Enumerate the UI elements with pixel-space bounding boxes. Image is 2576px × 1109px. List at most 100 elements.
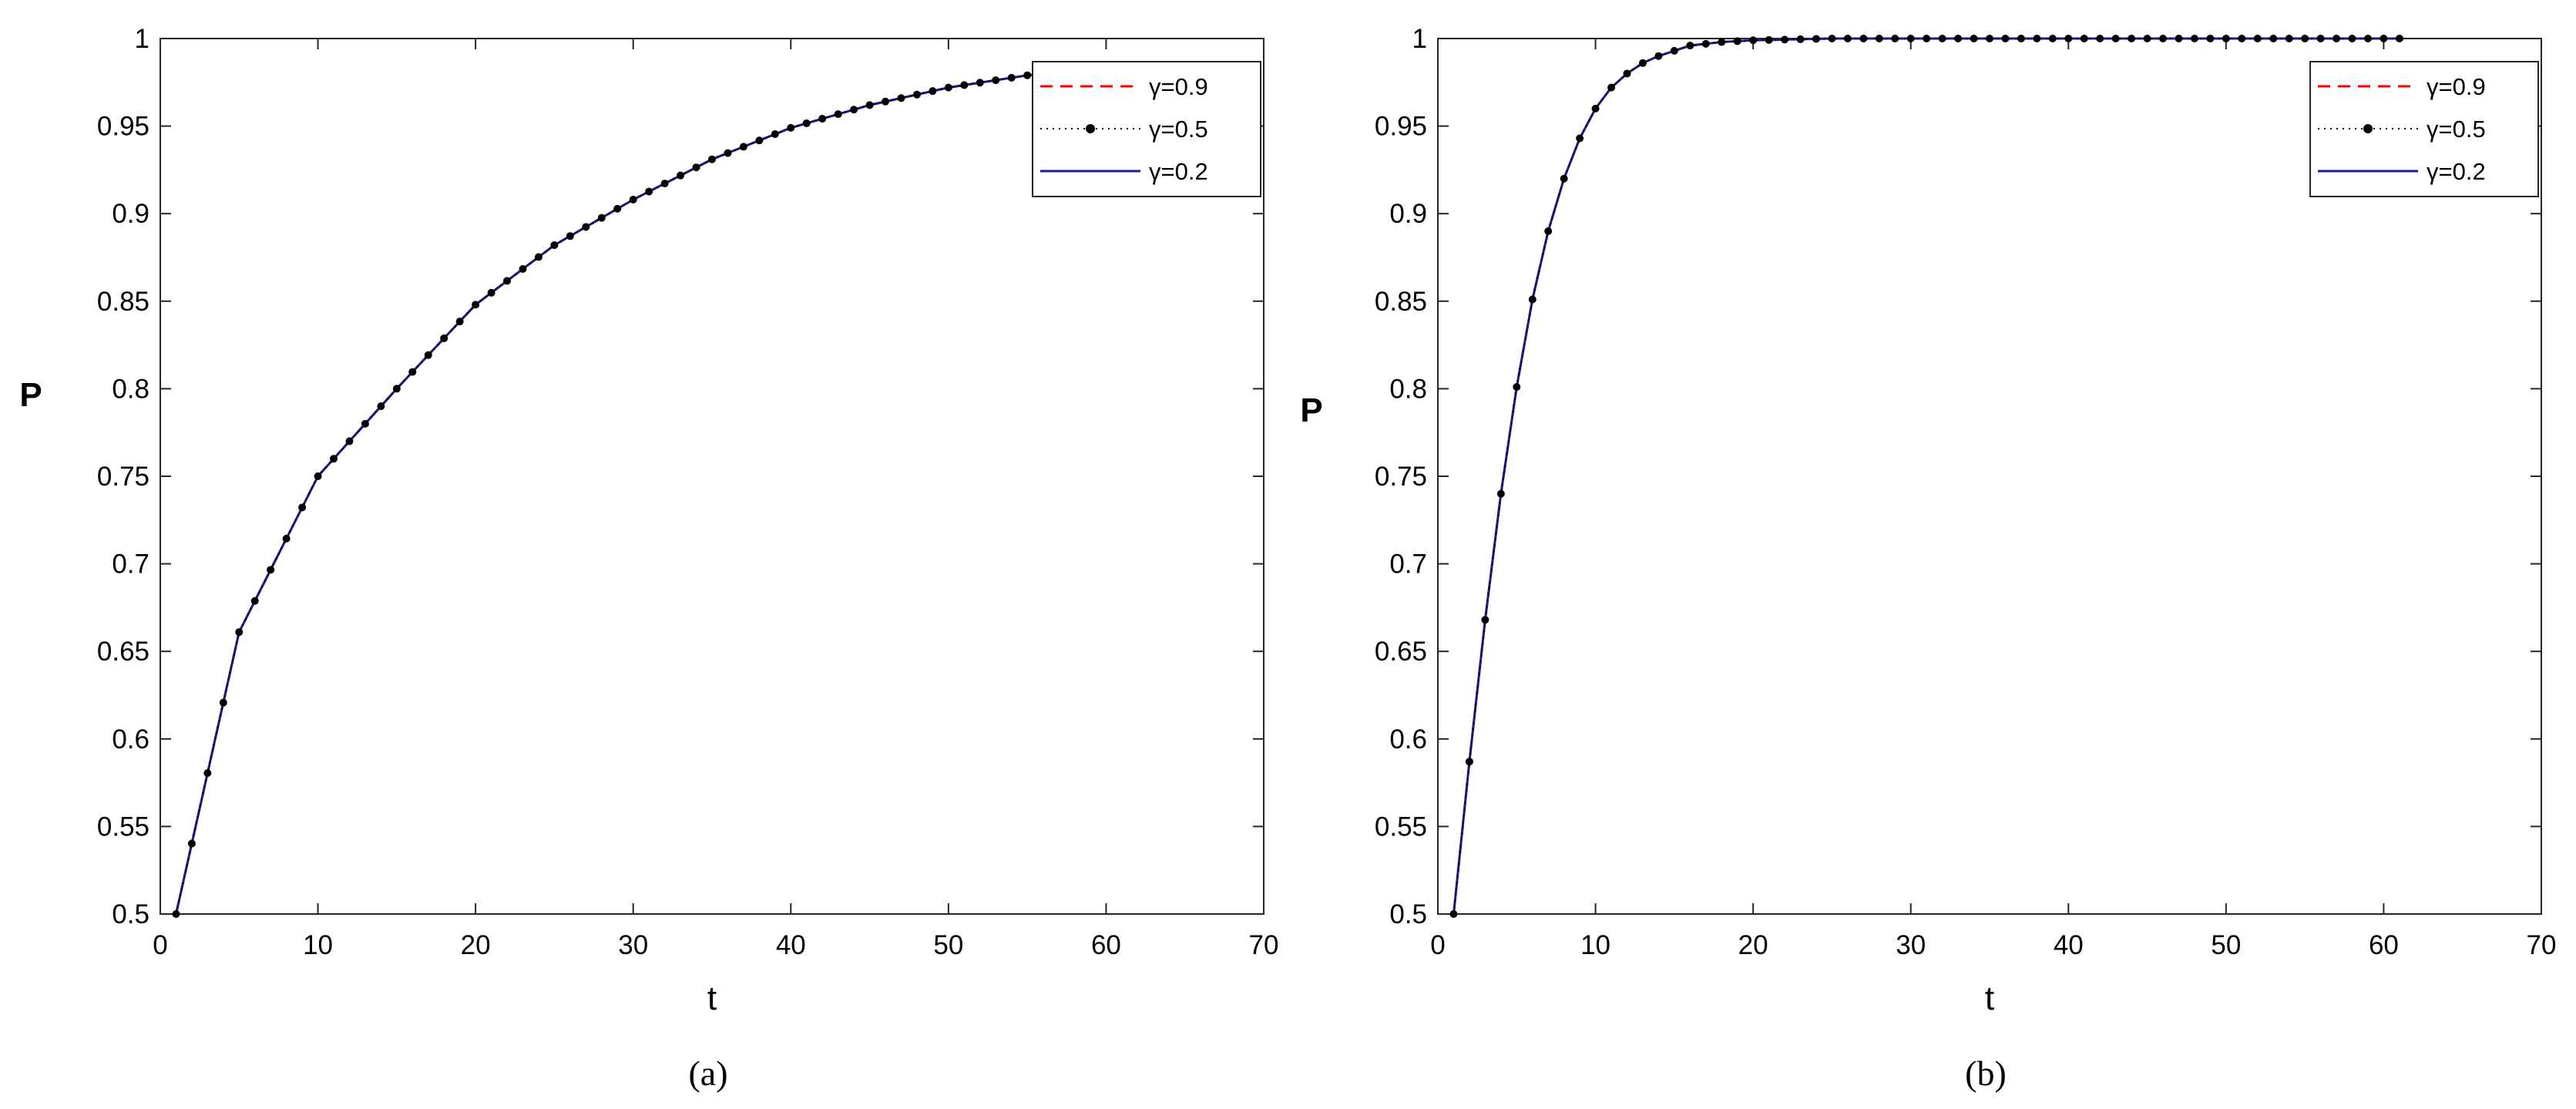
series-marker-gamma-0.5 bbox=[850, 106, 858, 114]
series-marker-gamma-0.5 bbox=[2096, 35, 2104, 42]
y-tick-label: 0.7 bbox=[1389, 549, 1427, 580]
y-tick-label: 0.7 bbox=[112, 549, 149, 580]
series-marker-gamma-0.5 bbox=[566, 232, 574, 240]
series-marker-gamma-0.5 bbox=[992, 76, 1000, 85]
chart-panel-a: 0 10 20 30 40 50 60 70 0.5 0.55 0.6 0.65 0.7 0.75 0.8 0… bbox=[19, 24, 1278, 1093]
series-marker-gamma-0.5 bbox=[708, 155, 716, 163]
series-marker-gamma-0.5 bbox=[960, 81, 969, 89]
legend-marker-gamma-0.5 bbox=[2363, 124, 2373, 133]
series-marker-gamma-0.5 bbox=[2348, 35, 2356, 42]
chart-panel-b: 0 10 20 30 40 50 60 70 0.5 0.55 0.6 0.65 0.7 0.75 0.8 0… bbox=[1300, 24, 2556, 1093]
series-marker-gamma-0.5 bbox=[408, 368, 417, 376]
series-marker-gamma-0.5 bbox=[250, 597, 259, 605]
x-tick-label: 50 bbox=[933, 930, 963, 960]
series-marker-gamma-0.5 bbox=[802, 119, 811, 127]
legend-marker-gamma-0.5 bbox=[1086, 124, 1095, 133]
series-marker-gamma-0.5 bbox=[1765, 35, 1773, 44]
y-axis-label: P bbox=[19, 376, 42, 414]
x-tick-label: 30 bbox=[1896, 930, 1926, 960]
series-marker-gamma-0.5 bbox=[1970, 35, 1978, 42]
series-marker-gamma-0.5 bbox=[345, 437, 354, 445]
x-tick-label: 30 bbox=[618, 930, 648, 960]
series-marker-gamma-0.5 bbox=[897, 94, 905, 102]
series-marker-gamma-0.5 bbox=[1576, 134, 1584, 143]
series-marker-gamma-0.5 bbox=[1670, 46, 1678, 55]
series-line-gamma-0.5 bbox=[1453, 38, 2400, 915]
series-marker-gamma-0.5 bbox=[519, 264, 527, 273]
series-marker-gamma-0.5 bbox=[1906, 35, 1915, 42]
series-marker-gamma-0.5 bbox=[1875, 35, 1883, 42]
series-marker-gamma-0.5 bbox=[787, 123, 795, 132]
series-marker-gamma-0.5 bbox=[1796, 35, 1805, 43]
series-marker-gamma-0.5 bbox=[2222, 35, 2230, 42]
series-marker-gamma-0.5 bbox=[2238, 35, 2246, 42]
x-tick-label: 10 bbox=[303, 930, 333, 960]
series-marker-gamma-0.5 bbox=[1812, 35, 1820, 43]
series-marker-gamma-0.5 bbox=[2206, 35, 2215, 42]
y-tick-label: 0.55 bbox=[1375, 812, 1427, 842]
series-marker-gamma-0.5 bbox=[1654, 52, 1663, 60]
y-tick-label: 0.65 bbox=[97, 637, 149, 667]
legend-label: γ=0.2 bbox=[1149, 158, 1208, 185]
x-tick-label: 0 bbox=[153, 930, 167, 960]
x-tick-label: 20 bbox=[461, 930, 491, 960]
series-marker-gamma-0.5 bbox=[929, 87, 937, 96]
y-tick-label: 0.6 bbox=[1389, 724, 1427, 754]
x-tick-label: 0 bbox=[1430, 930, 1445, 960]
series-marker-gamma-0.5 bbox=[1828, 35, 1836, 42]
series-marker-gamma-0.5 bbox=[487, 288, 495, 297]
x-tick-label: 40 bbox=[2054, 930, 2084, 960]
y-tick-label: 0.9 bbox=[112, 199, 149, 229]
x-tick-label: 60 bbox=[2369, 930, 2399, 960]
series-marker-gamma-0.5 bbox=[2048, 35, 2057, 42]
series-marker-gamma-0.5 bbox=[1481, 616, 1490, 624]
series-marker-gamma-0.5 bbox=[629, 196, 637, 204]
series-marker-gamma-0.5 bbox=[865, 101, 874, 109]
legend-box bbox=[2309, 61, 2539, 197]
series-marker-gamma-0.5 bbox=[2363, 35, 2372, 42]
series-marker-gamma-0.5 bbox=[2064, 35, 2073, 42]
series-marker-gamma-0.5 bbox=[2080, 35, 2088, 42]
series-marker-gamma-0.5 bbox=[2333, 35, 2341, 42]
y-tick-label: 1 bbox=[1412, 24, 1427, 54]
series-marker-gamma-0.5 bbox=[739, 143, 747, 151]
series-marker-gamma-0.5 bbox=[455, 318, 464, 326]
series-marker-gamma-0.5 bbox=[613, 204, 622, 213]
series-marker-gamma-0.5 bbox=[550, 241, 559, 250]
panel-caption: (a) bbox=[688, 1054, 727, 1093]
y-tick-label: 0.75 bbox=[1375, 462, 1427, 492]
series-marker-gamma-0.5 bbox=[330, 455, 338, 463]
series-marker-gamma-0.5 bbox=[2380, 35, 2388, 42]
series-marker-gamma-0.5 bbox=[1591, 104, 1600, 113]
y-tick-label: 0.95 bbox=[1375, 112, 1427, 142]
series-marker-gamma-0.5 bbox=[692, 163, 700, 172]
legend: γ=0.9 γ=0.5 γ=0.2 bbox=[2309, 61, 2539, 197]
series-marker-gamma-0.5 bbox=[582, 223, 590, 231]
series-marker-gamma-0.5 bbox=[660, 180, 669, 188]
series-marker-gamma-0.5 bbox=[203, 769, 212, 778]
series-marker-gamma-0.5 bbox=[2269, 35, 2278, 42]
x-tick-label: 50 bbox=[2211, 930, 2241, 960]
series-marker-gamma-0.5 bbox=[1923, 35, 1931, 42]
legend-label: γ=0.5 bbox=[1149, 116, 1208, 143]
series-marker-gamma-0.5 bbox=[2111, 35, 2120, 42]
x-tick-label: 70 bbox=[1249, 930, 1279, 960]
legend-label: γ=0.9 bbox=[1149, 73, 1208, 100]
series-marker-gamma-0.5 bbox=[2175, 35, 2183, 42]
series-marker-gamma-0.5 bbox=[944, 83, 952, 92]
series-marker-gamma-0.5 bbox=[1701, 39, 1710, 48]
series-marker-gamma-0.5 bbox=[882, 97, 890, 106]
legend-box bbox=[1032, 61, 1261, 197]
series-marker-gamma-0.5 bbox=[2143, 35, 2151, 42]
series-marker-gamma-0.5 bbox=[1560, 174, 1568, 183]
series-marker-gamma-0.5 bbox=[1718, 38, 1726, 46]
series-marker-gamma-0.5 bbox=[755, 136, 764, 145]
series-marker-gamma-0.5 bbox=[187, 839, 196, 848]
x-tick-label: 70 bbox=[2527, 930, 2557, 960]
series-marker-gamma-0.5 bbox=[1607, 83, 1616, 92]
series-marker-gamma-0.5 bbox=[172, 910, 180, 918]
series-marker-gamma-0.5 bbox=[1544, 227, 1553, 235]
series-marker-gamma-0.5 bbox=[1859, 35, 1868, 42]
series-marker-gamma-0.5 bbox=[2001, 35, 2010, 42]
series-marker-gamma-0.5 bbox=[834, 110, 842, 119]
